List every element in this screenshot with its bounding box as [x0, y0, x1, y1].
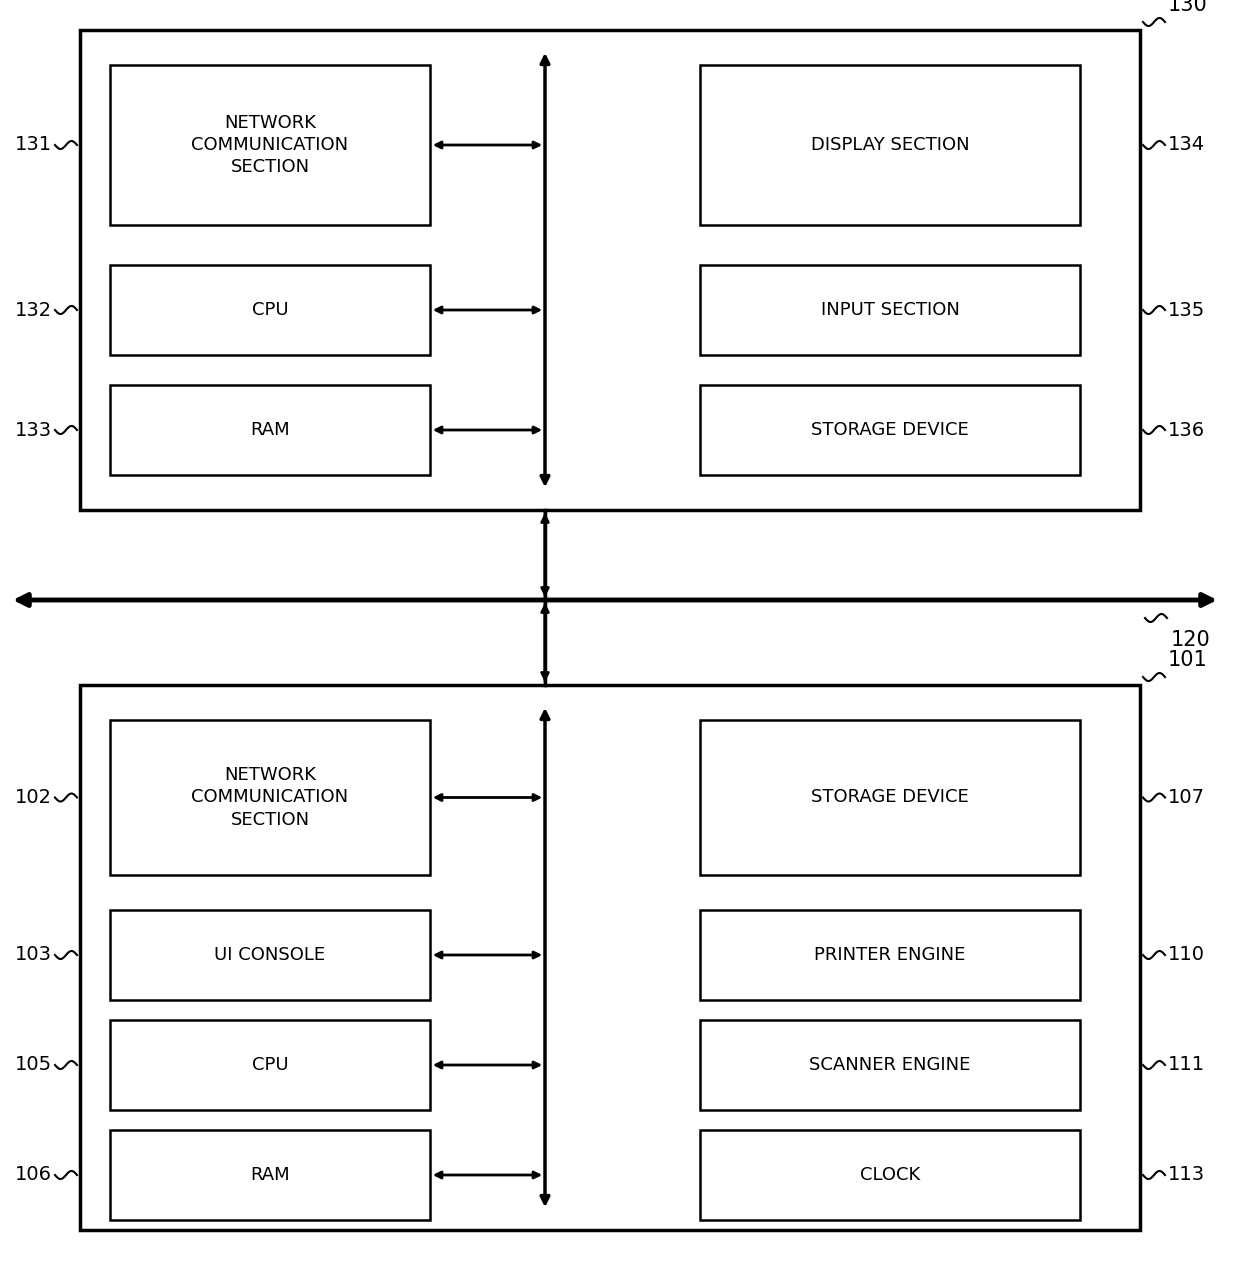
- Text: NETWORK
COMMUNICATION
SECTION: NETWORK COMMUNICATION SECTION: [191, 767, 348, 829]
- Text: 113: 113: [1168, 1166, 1205, 1185]
- Text: SCANNER ENGINE: SCANNER ENGINE: [810, 1055, 971, 1074]
- Text: 103: 103: [15, 945, 52, 964]
- Text: 133: 133: [15, 421, 52, 440]
- Text: CPU: CPU: [252, 1055, 289, 1074]
- Bar: [110, 1020, 430, 1110]
- Text: 135: 135: [1168, 300, 1205, 319]
- Text: RAM: RAM: [250, 421, 290, 438]
- Text: 101: 101: [1168, 650, 1208, 670]
- Bar: [701, 1020, 1080, 1110]
- Text: 105: 105: [15, 1055, 52, 1074]
- Text: STORAGE DEVICE: STORAGE DEVICE: [811, 788, 968, 807]
- Text: UI CONSOLE: UI CONSOLE: [215, 946, 326, 964]
- Text: CLOCK: CLOCK: [859, 1166, 920, 1183]
- Text: 136: 136: [1168, 421, 1205, 440]
- Bar: [81, 685, 1140, 1230]
- Text: 106: 106: [15, 1166, 52, 1185]
- Bar: [701, 720, 1080, 875]
- Text: 102: 102: [15, 788, 52, 807]
- Bar: [110, 1130, 430, 1220]
- Text: STORAGE DEVICE: STORAGE DEVICE: [811, 421, 968, 438]
- Bar: [701, 65, 1080, 226]
- Text: INPUT SECTION: INPUT SECTION: [821, 302, 960, 319]
- Text: 131: 131: [15, 136, 52, 155]
- Text: PRINTER ENGINE: PRINTER ENGINE: [815, 946, 966, 964]
- Text: 120: 120: [1171, 630, 1210, 650]
- Bar: [110, 265, 430, 355]
- Bar: [81, 30, 1140, 511]
- Text: 110: 110: [1168, 945, 1205, 964]
- Bar: [701, 1130, 1080, 1220]
- Bar: [701, 265, 1080, 355]
- Bar: [110, 65, 430, 226]
- Text: 130: 130: [1168, 0, 1208, 15]
- Text: NETWORK
COMMUNICATION
SECTION: NETWORK COMMUNICATION SECTION: [191, 114, 348, 176]
- Text: CPU: CPU: [252, 302, 289, 319]
- Bar: [110, 720, 430, 875]
- Text: RAM: RAM: [250, 1166, 290, 1183]
- Text: 132: 132: [15, 300, 52, 319]
- Bar: [701, 385, 1080, 475]
- Bar: [110, 385, 430, 475]
- Text: 134: 134: [1168, 136, 1205, 155]
- Text: 111: 111: [1168, 1055, 1205, 1074]
- Bar: [110, 910, 430, 1000]
- Text: DISPLAY SECTION: DISPLAY SECTION: [811, 136, 970, 155]
- Bar: [701, 910, 1080, 1000]
- Text: 107: 107: [1168, 788, 1205, 807]
